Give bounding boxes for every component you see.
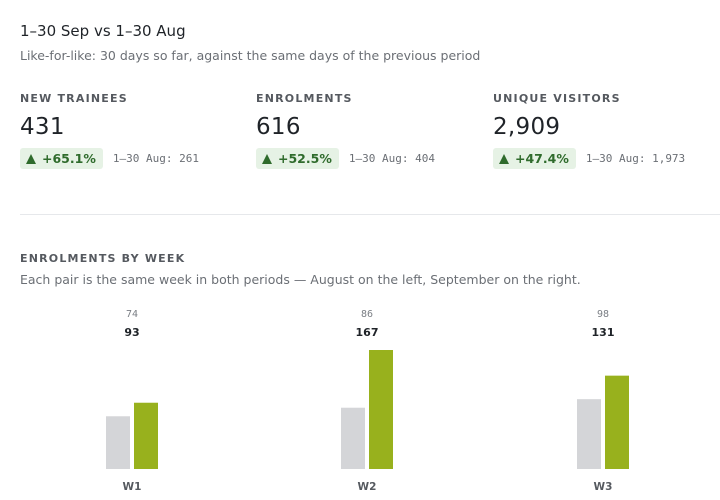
data-label-previous: 74 [126,309,138,320]
previous-period-value: 1–30 Aug: 261 [112,152,199,165]
chart-section-title: ENROLMENTS BY WEEK [20,252,186,265]
page-subtitle: Like-for-like: 30 days so far, against t… [20,48,481,63]
bar-current-w3 [605,375,629,469]
category-label: W1 [123,481,142,493]
delta-badge: +65.1% [20,148,103,169]
data-label-current: 131 [592,326,615,339]
kpi-label: NEW TRAINEES [20,92,128,105]
bar-current-w1 [134,402,158,469]
previous-period-value: 1–30 Aug: 1,973 [585,152,686,165]
kpi-label: ENROLMENTS [256,92,353,105]
enrolments-by-week-chart: 74 93 W1 86 167 W2 98 131 W3 [106,309,629,493]
previous-period-value: 1–30 Aug: 404 [348,152,435,165]
data-label-current: 93 [124,326,139,339]
kpi-enrolments: ENROLMENTS 616 +52.5% 1–30 Aug: 404 [256,92,486,169]
delta-badge: +52.5% [256,148,339,169]
category-label: W3 [594,481,613,493]
section-divider [20,214,720,215]
data-label-current: 167 [356,326,379,339]
delta-value: +65.1% [42,151,96,166]
kpi-value: 616 [256,114,301,140]
kpi-unique-visitors: UNIQUE VISITORS 2,909 +47.4% 1–30 Aug: 1… [493,92,720,169]
bar-previous-w1 [106,416,130,469]
data-label-previous: 98 [597,309,609,320]
kpi-value: 2,909 [493,114,561,140]
kpi-value: 431 [20,114,65,140]
delta-badge: +47.4% [493,148,576,169]
arrow-up-icon [499,153,509,164]
kpi-new-trainees: NEW TRAINEES 431 +65.1% 1–30 Aug: 261 [20,92,250,169]
delta-value: +47.4% [515,151,569,166]
kpi-label: UNIQUE VISITORS [493,92,621,105]
category-label: W2 [358,481,377,493]
page-title: 1–30 Sep vs 1–30 Aug [20,22,186,40]
delta-value: +52.5% [278,151,332,166]
chart-section-description: Each pair is the same week in both perio… [20,272,581,287]
bar-previous-w3 [577,399,601,469]
data-label-previous: 86 [361,309,373,320]
arrow-up-icon [262,153,272,164]
arrow-up-icon [26,153,36,164]
bar-previous-w2 [341,407,365,469]
bar-current-w2 [369,350,393,469]
